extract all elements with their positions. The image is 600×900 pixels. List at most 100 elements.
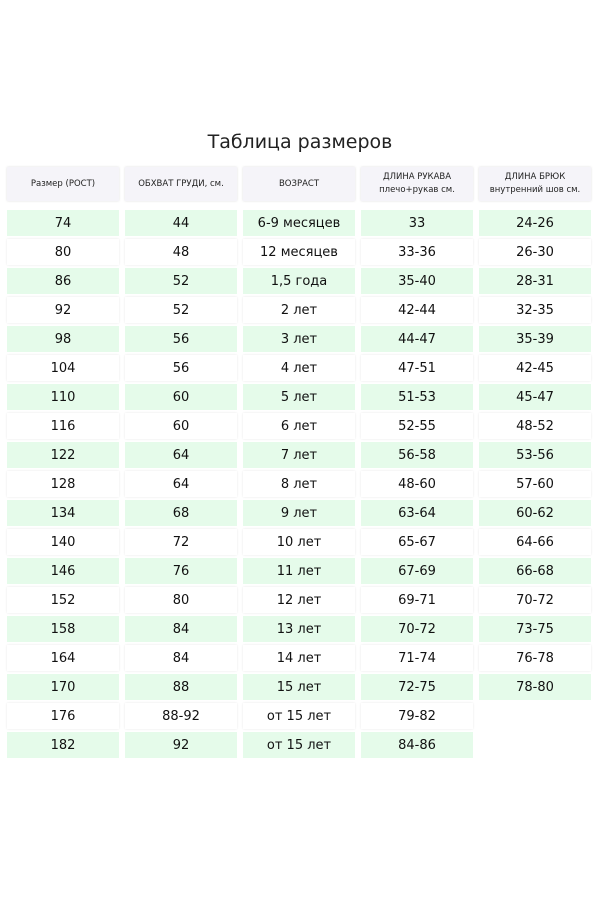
table-cell: 47-51	[361, 355, 473, 381]
table-cell: 176	[7, 703, 119, 729]
table-cell: 80	[125, 587, 237, 613]
table-cell: 146	[7, 558, 119, 584]
size-table: 74 44 6-9 месяцев 33 24-26 80 48 12 месяцев 33-3…	[7, 210, 591, 761]
table-cell: 1,5 года	[243, 268, 355, 294]
table-cell: 26-30	[479, 239, 591, 265]
header-line1: ОБХВАТ ГРУДИ, см.	[138, 178, 224, 189]
table-header: Размер (РОСТ) ОБХВАТ ГРУДИ, см. ВОЗРАСТ ДЛИ…	[7, 167, 591, 201]
table-cell: 60	[125, 413, 237, 439]
table-cell: 73-75	[479, 616, 591, 642]
header-cell: Размер (РОСТ)	[7, 167, 119, 201]
header-cell: ДЛИНА РУКАВА плечо+рукав см.	[361, 167, 473, 201]
table-cell: 134	[7, 500, 119, 526]
table-cell: 6-9 месяцев	[243, 210, 355, 236]
table-cell: 56	[125, 326, 237, 352]
table-cell: от 15 лет	[243, 703, 355, 729]
table-cell: 42-45	[479, 355, 591, 381]
table-cell: 140	[7, 529, 119, 555]
table-cell: 60-62	[479, 500, 591, 526]
table-cell: 170	[7, 674, 119, 700]
table-cell: 45-47	[479, 384, 591, 410]
header-line1: ДЛИНА БРЮК	[504, 172, 566, 182]
table-row: 116 60 6 лет 52-55 48-52	[7, 413, 591, 442]
header-cell: ОБХВАТ ГРУДИ, см.	[125, 167, 237, 201]
table-cell: 10 лет	[243, 529, 355, 555]
table-cell: 128	[7, 471, 119, 497]
table-cell: 24-26	[479, 210, 591, 236]
table-cell: 79-82	[361, 703, 473, 729]
table-row: 86 52 1,5 года 35-40 28-31	[7, 268, 591, 297]
table-cell: 4 лет	[243, 355, 355, 381]
table-cell: 98	[7, 326, 119, 352]
table-cell: 76-78	[479, 645, 591, 671]
table-cell: 67-69	[361, 558, 473, 584]
table-cell: 70-72	[361, 616, 473, 642]
header-cell: ДЛИНА БРЮК внутренний шов см.	[479, 167, 591, 201]
table-row: 170 88 15 лет 72-75 78-80	[7, 674, 591, 703]
table-cell: 152	[7, 587, 119, 613]
table-cell: 3 лет	[243, 326, 355, 352]
table-cell: 66-68	[479, 558, 591, 584]
table-cell: 48-52	[479, 413, 591, 439]
table-cell: 33	[361, 210, 473, 236]
table-cell: 72	[125, 529, 237, 555]
table-cell	[479, 703, 591, 729]
table-row: 122 64 7 лет 56-58 53-56	[7, 442, 591, 471]
header-line1: ВОЗРАСТ	[278, 178, 320, 189]
table-row: 104 56 4 лет 47-51 42-45	[7, 355, 591, 384]
table-row: 182 92 от 15 лет 84-86	[7, 732, 591, 761]
table-row: 92 52 2 лет 42-44 32-35	[7, 297, 591, 326]
table-cell: 5 лет	[243, 384, 355, 410]
table-cell: 84	[125, 616, 237, 642]
table-cell: 9 лет	[243, 500, 355, 526]
table-cell: 32-35	[479, 297, 591, 323]
table-row: 152 80 12 лет 69-71 70-72	[7, 587, 591, 616]
table-cell: 158	[7, 616, 119, 642]
table-cell: 42-44	[361, 297, 473, 323]
table-cell: 28-31	[479, 268, 591, 294]
table-cell: 64	[125, 471, 237, 497]
table-cell: 48-60	[361, 471, 473, 497]
table-cell: 65-67	[361, 529, 473, 555]
table-cell: 57-60	[479, 471, 591, 497]
table-cell: 88-92	[125, 703, 237, 729]
table-cell: 44-47	[361, 326, 473, 352]
table-cell: 2 лет	[243, 297, 355, 323]
header-cell: ВОЗРАСТ	[243, 167, 355, 201]
table-cell: 122	[7, 442, 119, 468]
table-cell: от 15 лет	[243, 732, 355, 758]
table-cell: 14 лет	[243, 645, 355, 671]
table-row: 158 84 13 лет 70-72 73-75	[7, 616, 591, 645]
table-cell: 78-80	[479, 674, 591, 700]
table-cell: 48	[125, 239, 237, 265]
table-cell: 80	[7, 239, 119, 265]
table-cell: 104	[7, 355, 119, 381]
table-cell: 164	[7, 645, 119, 671]
table-cell: 84	[125, 645, 237, 671]
table-cell: 56-58	[361, 442, 473, 468]
page-title: Таблица размеров	[207, 131, 393, 153]
table-cell: 76	[125, 558, 237, 584]
table-cell: 70-72	[479, 587, 591, 613]
table-cell: 13 лет	[243, 616, 355, 642]
table-row: 98 56 3 лет 44-47 35-39	[7, 326, 591, 355]
header-line1: ДЛИНА РУКАВА	[382, 172, 452, 182]
table-cell: 92	[7, 297, 119, 323]
table-cell: 64	[125, 442, 237, 468]
table-cell	[479, 732, 591, 758]
table-row: 134 68 9 лет 63-64 60-62	[7, 500, 591, 529]
table-cell: 71-74	[361, 645, 473, 671]
table-cell: 35-40	[361, 268, 473, 294]
table-cell: 33-36	[361, 239, 473, 265]
header-line1: Размер (РОСТ)	[30, 178, 96, 189]
table-cell: 12 месяцев	[243, 239, 355, 265]
table-cell: 68	[125, 500, 237, 526]
table-cell: 92	[125, 732, 237, 758]
table-row: 128 64 8 лет 48-60 57-60	[7, 471, 591, 500]
table-cell: 74	[7, 210, 119, 236]
table-cell: 7 лет	[243, 442, 355, 468]
table-cell: 116	[7, 413, 119, 439]
table-row: 146 76 11 лет 67-69 66-68	[7, 558, 591, 587]
table-cell: 60	[125, 384, 237, 410]
header-line2: плечо+рукав см.	[379, 185, 455, 195]
